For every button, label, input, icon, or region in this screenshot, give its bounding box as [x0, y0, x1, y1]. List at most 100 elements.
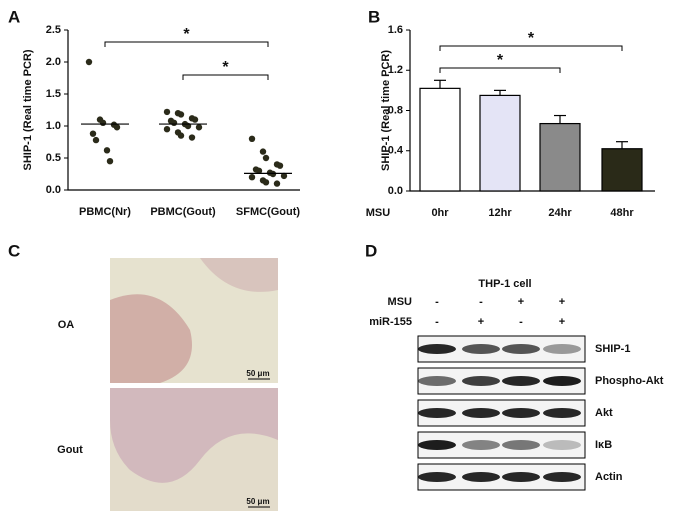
significance-star: * — [183, 26, 190, 43]
blot-band — [543, 440, 581, 450]
y-tick-label: 2.5 — [46, 24, 61, 36]
data-point — [92, 136, 100, 144]
x-axis-label: MSU — [366, 207, 391, 219]
data-point — [163, 126, 171, 133]
blot-band — [418, 376, 456, 386]
data-point — [195, 124, 203, 131]
blot-band — [462, 408, 500, 418]
y-tick-label: 1.5 — [46, 88, 61, 100]
blot-band — [418, 472, 456, 482]
significance-bracket — [439, 67, 561, 73]
data-point — [163, 108, 171, 116]
tissue — [110, 388, 278, 483]
y-tick-label: 1.6 — [388, 24, 403, 36]
blot-band — [543, 408, 581, 418]
sample-label: OA — [58, 319, 75, 331]
condition-sign: + — [559, 296, 565, 308]
significance-bracket — [439, 45, 623, 51]
data-point — [103, 147, 111, 154]
data-point — [177, 132, 185, 139]
blot-label: IκB — [595, 439, 612, 451]
data-point — [177, 111, 185, 118]
data-point — [255, 167, 263, 174]
blot-band — [418, 344, 456, 354]
data-point — [99, 119, 107, 127]
panel-letter: C — [8, 241, 20, 260]
blot-band — [502, 376, 540, 386]
blot-band — [502, 344, 540, 354]
significance-star: * — [528, 30, 535, 47]
condition-sign: - — [479, 296, 483, 308]
blot-band — [418, 408, 456, 418]
data-point — [273, 180, 281, 187]
y-tick-label: 1.0 — [46, 120, 61, 132]
tissue — [200, 258, 278, 292]
blot-band — [502, 408, 540, 418]
bar — [601, 148, 643, 192]
blot-band — [462, 440, 500, 450]
condition-sign: + — [518, 296, 524, 308]
blot-label: SHIP-1 — [595, 343, 630, 355]
scale-bar-label: 50 μm — [246, 497, 269, 506]
data-point — [89, 130, 97, 137]
blot-label: Akt — [595, 407, 613, 419]
blot-band — [418, 440, 456, 450]
panel-letter: B — [368, 7, 380, 26]
data-point — [113, 124, 121, 131]
blot-band — [462, 472, 500, 482]
bar — [419, 87, 461, 192]
data-point — [276, 162, 284, 169]
data-point — [85, 58, 93, 66]
y-axis-label: SHIP-1 (Real time PCR) — [380, 50, 392, 171]
x-tick-label: 24hr — [548, 207, 572, 219]
significance-star: * — [497, 52, 504, 69]
bar — [479, 94, 521, 192]
data-point — [248, 135, 256, 142]
y-axis-label: SHIP-1 (Real time PCR) — [22, 49, 34, 170]
significance-bracket — [104, 41, 269, 47]
y-tick-label: 0.0 — [46, 184, 61, 196]
data-point — [280, 172, 288, 180]
data-point — [191, 116, 199, 123]
y-tick-label: 1.2 — [388, 64, 403, 76]
blot-band — [462, 376, 500, 386]
y-tick-label: 0.4 — [388, 145, 404, 157]
significance-star: * — [222, 59, 229, 76]
condition-label: MSU — [388, 296, 413, 308]
panel-letter: A — [8, 7, 20, 26]
condition-label: miR-155 — [369, 316, 412, 328]
condition-sign: - — [519, 316, 523, 328]
data-point — [188, 134, 196, 141]
blot-title: THP-1 cell — [478, 278, 531, 290]
data-point — [269, 170, 277, 178]
blot-band — [543, 376, 581, 386]
axis — [67, 30, 300, 191]
blot-band — [543, 472, 581, 482]
x-tick-label: SFMC(Gout) — [236, 206, 300, 218]
scale-bar-label: 50 μm — [246, 369, 269, 378]
condition-sign: + — [478, 316, 484, 328]
condition-sign: + — [559, 316, 565, 328]
x-tick-label: 48hr — [610, 207, 634, 219]
x-tick-label: PBMC(Nr) — [79, 206, 131, 218]
x-tick-label: 0hr — [431, 207, 449, 219]
data-point — [106, 158, 114, 165]
y-tick-label: 0.8 — [388, 104, 403, 116]
y-tick-label: 0.0 — [388, 185, 403, 197]
panel-letter: D — [365, 241, 377, 260]
x-tick-label: 12hr — [488, 207, 512, 219]
x-tick-label: PBMC(Gout) — [150, 206, 216, 218]
tissue — [110, 294, 192, 383]
data-point — [262, 179, 270, 186]
data-point — [248, 174, 256, 181]
y-tick-label: 0.5 — [46, 152, 61, 164]
sample-label: Gout — [57, 444, 83, 456]
bar — [539, 122, 581, 192]
blot-band — [543, 344, 581, 354]
y-tick-label: 2.0 — [46, 56, 61, 68]
blot-label: Phospho-Akt — [595, 375, 664, 387]
blot-band — [462, 344, 500, 354]
blot-band — [502, 440, 540, 450]
condition-sign: - — [435, 316, 439, 328]
